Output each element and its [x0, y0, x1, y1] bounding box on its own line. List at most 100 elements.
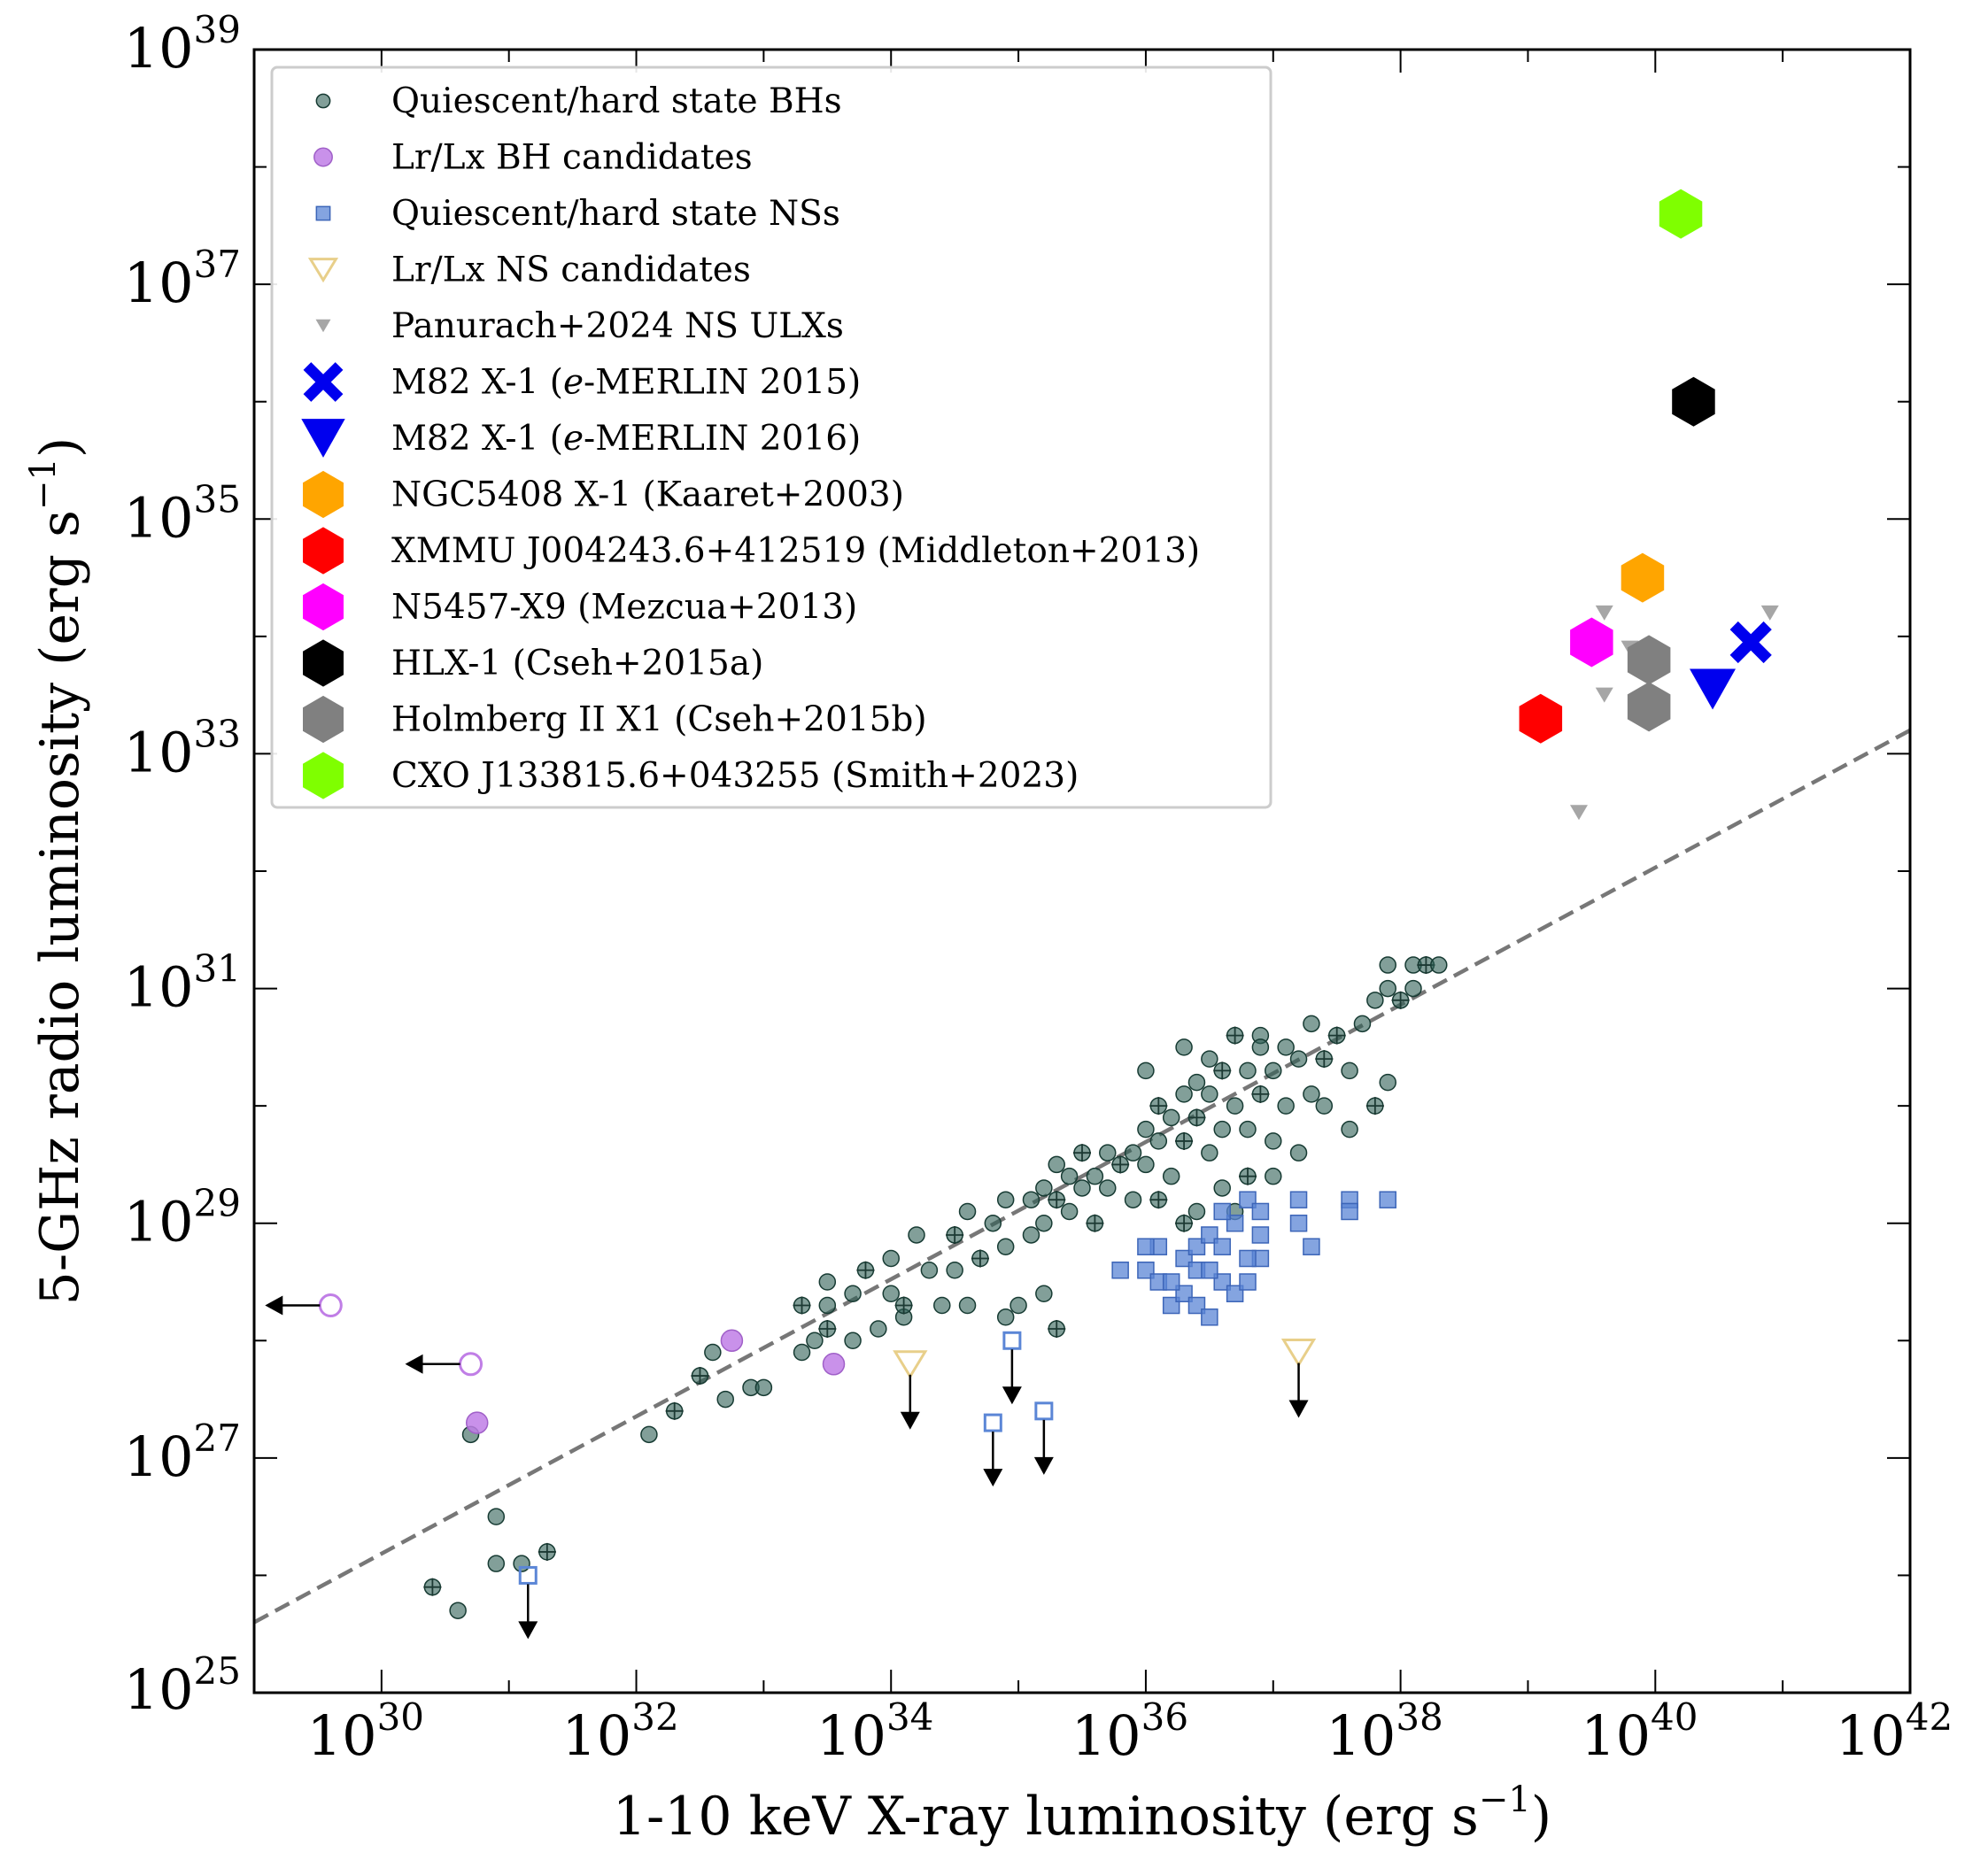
data-point	[996, 1191, 1015, 1208]
legend-item: M82 X-1 (e-MERLIN 2015)	[303, 362, 861, 403]
legend-item: Quiescent/hard state NSs	[315, 194, 840, 234]
data-point	[1289, 1214, 1308, 1232]
data-point	[1048, 1155, 1065, 1174]
data-point	[1595, 605, 1613, 621]
data-point	[1048, 1191, 1065, 1208]
data-point	[1022, 1191, 1040, 1208]
data-point	[1239, 1273, 1257, 1291]
data-point	[1201, 1144, 1218, 1162]
data-point	[908, 1226, 925, 1244]
legend-item: Lr/Lx BH candidates	[313, 138, 753, 178]
legend-label: CXO J133815.6+043255 (Smith+2023)	[391, 756, 1079, 796]
data-point	[1289, 1050, 1308, 1068]
data-point	[958, 1202, 977, 1221]
data-point	[1086, 1214, 1104, 1232]
legend-label: Holmberg II X1 (Cseh+2015b)	[391, 700, 927, 740]
data-point	[818, 1273, 837, 1291]
data-point	[1391, 992, 1410, 1009]
legend-marker	[303, 695, 344, 744]
series-3	[893, 1339, 1317, 1379]
data-point	[1149, 1191, 1168, 1208]
data-point	[1213, 1238, 1231, 1255]
legend-label: Quiescent/hard state NSs	[391, 194, 840, 234]
legend-marker	[303, 752, 344, 799]
data-point	[1239, 1249, 1257, 1268]
data-point	[1213, 1120, 1231, 1139]
data-point	[1341, 1061, 1358, 1080]
data-point	[996, 1308, 1015, 1326]
data-point	[1213, 1202, 1231, 1221]
data-point	[1175, 1249, 1193, 1268]
data-point	[1251, 1085, 1270, 1103]
legend-item: Panurach+2024 NS ULXs	[315, 306, 844, 346]
data-point	[1137, 1155, 1155, 1174]
data-point	[1137, 1261, 1155, 1279]
legend-item: CXO J133815.6+043255 (Smith+2023)	[303, 752, 1079, 799]
data-point	[946, 1226, 963, 1244]
upper-limit-point	[459, 1352, 483, 1377]
x-tick-label: 1040	[1581, 1695, 1698, 1768]
data-point	[1213, 1273, 1231, 1291]
data-point	[1149, 1097, 1168, 1115]
data-point	[1213, 1179, 1231, 1197]
data-point	[793, 1343, 811, 1362]
legend: Quiescent/hard state BHs Lr/Lx BH candida…	[270, 66, 1272, 809]
data-point	[423, 1578, 442, 1596]
series-5	[1729, 621, 1772, 664]
data-point	[1251, 1202, 1270, 1221]
data-point	[984, 1214, 1002, 1232]
data-point	[1265, 1061, 1282, 1080]
data-point	[1239, 1061, 1257, 1080]
data-point	[1621, 552, 1665, 603]
data-point	[1162, 1167, 1180, 1185]
data-point	[1729, 621, 1772, 664]
series-7	[1621, 552, 1665, 603]
data-point	[1073, 1179, 1091, 1197]
data-point	[958, 1296, 977, 1315]
data-point	[1048, 1320, 1065, 1338]
series-11	[1627, 635, 1671, 732]
data-point	[538, 1543, 556, 1561]
data-point	[1213, 1061, 1231, 1080]
data-point	[1226, 1285, 1244, 1303]
data-point	[1073, 1144, 1091, 1162]
series-8	[1519, 693, 1563, 744]
data-point	[1251, 1226, 1270, 1244]
data-point	[1035, 1179, 1053, 1197]
x-tick-label: 1032	[561, 1695, 678, 1768]
x-tick-label: 1030	[307, 1695, 424, 1768]
legend-label: M82 X-1 (e-MERLIN 2016)	[391, 419, 861, 459]
legend-marker	[301, 419, 345, 458]
series-6	[1690, 668, 1737, 710]
y-tick-label: 1035	[124, 477, 241, 550]
data-point	[1111, 1155, 1129, 1174]
y-tick-label: 1025	[124, 1649, 241, 1722]
data-point	[1226, 1214, 1244, 1232]
data-point	[1595, 687, 1613, 703]
legend-marker	[303, 583, 344, 631]
data-point	[1265, 1167, 1282, 1185]
data-point	[1672, 376, 1715, 427]
data-point	[1366, 1097, 1384, 1115]
plot-area	[252, 189, 1912, 1640]
upper-limit-arrow	[900, 1374, 920, 1430]
data-point	[1341, 1202, 1358, 1221]
upper-limit-arrow	[265, 1295, 321, 1316]
data-point	[920, 1261, 939, 1279]
legend-item: XMMU J004243.6+412519 (Middleton+2013)	[303, 527, 1200, 575]
upper-limit-arrow	[405, 1354, 460, 1374]
data-point	[1201, 1308, 1218, 1326]
data-point	[716, 1390, 734, 1409]
y-tick-label: 1033	[124, 712, 241, 784]
data-point	[1303, 1015, 1320, 1033]
legend-marker	[315, 93, 331, 109]
data-point	[1086, 1167, 1104, 1185]
data-point	[856, 1261, 875, 1279]
x-tick-label: 1036	[1071, 1695, 1188, 1768]
data-point	[704, 1343, 722, 1362]
legend-label: XMMU J004243.6+412519 (Middleton+2013)	[391, 531, 1200, 571]
legend-item: NGC5408 X-1 (Kaaret+2003)	[303, 470, 904, 519]
data-point	[1175, 1214, 1193, 1232]
data-point	[1690, 668, 1737, 710]
